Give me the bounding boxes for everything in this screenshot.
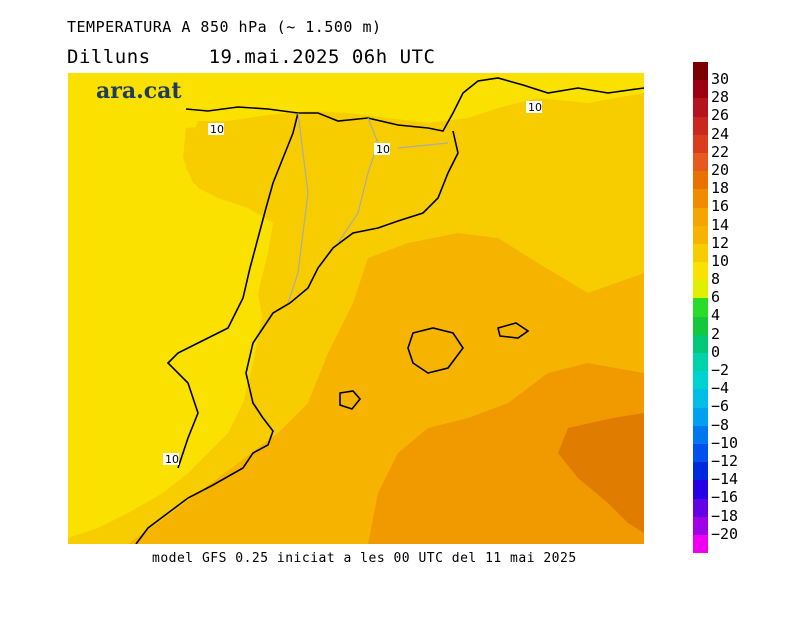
datetime-label: 19.mai.2025 06h UTC	[208, 46, 436, 68]
scale-swatch	[693, 443, 708, 463]
scale-swatch	[693, 225, 708, 244]
scale-label: 6	[711, 288, 721, 307]
scale-label: −2	[711, 361, 730, 379]
scale-label: 30	[711, 70, 730, 88]
scale-swatch	[693, 462, 708, 481]
scale-swatch	[693, 371, 708, 390]
chart-subtitle: Dilluns 19.mai.2025 06h UTC	[67, 46, 435, 68]
color-scale-bar	[693, 62, 708, 554]
contour-label: 10	[208, 123, 224, 136]
band-8-10-north	[68, 73, 644, 538]
scale-swatch	[693, 189, 708, 208]
scale-swatch	[693, 280, 708, 299]
scale-swatch	[693, 262, 708, 281]
scale-swatch	[693, 62, 708, 81]
scale-label: 20	[711, 160, 730, 179]
scale-label: 28	[711, 88, 730, 107]
contour-label: 10	[526, 101, 542, 114]
temperature-map: 10 10 10 10	[68, 73, 644, 544]
scale-swatch	[693, 389, 708, 408]
scale-swatch	[693, 498, 708, 517]
chart-title: TEMPERATURA A 850 hPa (~ 1.500 m)	[67, 18, 382, 36]
scale-swatch	[693, 516, 708, 535]
contour-label: 10	[163, 453, 179, 466]
scale-swatch	[693, 298, 708, 317]
scale-swatch	[693, 407, 708, 426]
scale-label: 4	[711, 306, 721, 325]
scale-label: −12	[711, 451, 739, 470]
contour-label: 10	[374, 143, 390, 156]
band-8-10-west	[68, 103, 128, 253]
scale-label: −18	[711, 506, 739, 525]
scale-label: −6	[711, 397, 730, 416]
scale-label: −20	[711, 524, 739, 543]
band-16-18	[558, 413, 644, 533]
color-scale-labels: 30 28 26 24 22 20 18 16 14 12 10 8 6 4 2 0 −2 −4 −6 −8 −10 −1…	[711, 70, 738, 543]
scale-swatch	[693, 534, 708, 554]
scale-swatch	[693, 207, 708, 226]
scale-swatch	[693, 316, 708, 335]
model-info: model GFS 0.25 iniciat a les 00 UTC del …	[152, 551, 577, 566]
scale-swatch	[693, 116, 708, 135]
scale-label: 26	[711, 106, 730, 125]
scale-swatch	[693, 425, 708, 444]
scale-swatch	[693, 243, 708, 263]
scale-swatch	[693, 171, 708, 190]
scale-swatch	[693, 334, 708, 353]
scale-swatch	[693, 152, 708, 172]
svg-text:10: 10	[210, 123, 224, 136]
svg-text:10: 10	[376, 143, 390, 156]
scale-swatch	[693, 80, 708, 99]
scale-label: 0	[711, 342, 721, 361]
ara-cat-logo: ara.cat	[96, 78, 182, 104]
band-14-16	[368, 363, 644, 544]
scale-label: 24	[711, 124, 730, 143]
scale-label: −4	[711, 379, 730, 398]
scale-label: 16	[711, 197, 730, 216]
svg-text:10: 10	[528, 101, 542, 114]
scale-label: 22	[711, 142, 730, 161]
scale-swatch	[693, 480, 708, 499]
svg-text:10: 10	[165, 453, 179, 466]
scale-swatch	[693, 134, 708, 153]
day-label: Dilluns	[67, 46, 151, 68]
scale-label: −16	[711, 488, 739, 507]
scale-label: −8	[711, 415, 730, 434]
scale-swatch	[693, 353, 708, 372]
scale-label: −10	[711, 433, 739, 452]
coastlines	[135, 77, 644, 544]
scale-label: 10	[711, 251, 730, 270]
scale-label: −14	[711, 470, 739, 489]
scale-label: 12	[711, 233, 730, 252]
scale-label: 8	[711, 270, 721, 289]
scale-swatch	[693, 98, 708, 117]
band-10-12-inland	[183, 118, 458, 323]
internal-borders	[287, 112, 449, 304]
scale-label: 2	[711, 324, 721, 343]
scale-label: 18	[711, 179, 730, 198]
scale-label: 14	[711, 215, 730, 234]
band-10-12-ne	[438, 101, 644, 283]
